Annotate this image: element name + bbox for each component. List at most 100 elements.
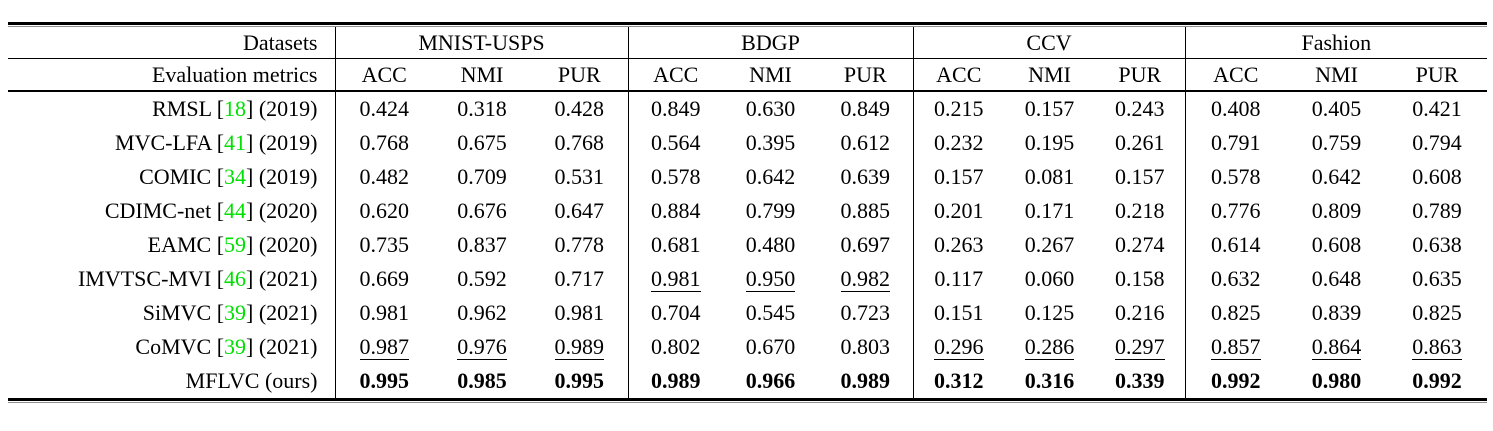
metric-header-nmi: NMI [433, 58, 531, 92]
metric-value: 0.639 [840, 164, 891, 189]
metric-value: 0.982 [840, 265, 890, 293]
value-cell: 0.989 [818, 364, 913, 398]
metric-value: 0.981 [554, 300, 605, 325]
metric-value: 0.339 [1115, 368, 1165, 393]
citation-link[interactable]: 18 [224, 96, 247, 121]
method-suffix: (2021) [258, 300, 318, 325]
method-suffix: (2020) [258, 232, 318, 257]
citation-link[interactable]: 39 [224, 334, 247, 359]
value-cell: 0.151 [912, 296, 1005, 330]
metric-value: 0.408 [1211, 96, 1261, 121]
metric-value: 0.480 [745, 232, 796, 257]
value-cell: 0.408 [1184, 91, 1287, 126]
value-cell: 0.274 [1095, 228, 1185, 262]
value-cell: 0.620 [334, 194, 433, 228]
method-suffix: (2020) [258, 198, 318, 223]
metric-value: 0.638 [1412, 232, 1462, 257]
value-cell: 0.864 [1286, 330, 1387, 364]
value-cell: 0.339 [1095, 364, 1185, 398]
metric-value: 0.863 [1412, 333, 1462, 361]
value-cell: 0.670 [723, 330, 818, 364]
metric-value: 0.791 [1211, 130, 1261, 155]
value-cell: 0.825 [1387, 296, 1487, 330]
value-cell: 0.962 [433, 296, 531, 330]
value-cell: 0.545 [723, 296, 818, 330]
metric-value: 0.992 [1211, 368, 1261, 393]
metric-header-acc: ACC [627, 58, 723, 92]
method-name: IMVTSC-MVI [77, 266, 212, 291]
metric-value: 0.395 [745, 130, 796, 155]
value-cell: 0.482 [334, 160, 433, 194]
metric-value: 0.267 [1024, 232, 1075, 257]
method-cell: IMVTSC-MVI [46] (2021) [77, 266, 318, 291]
method-suffix: (2019) [258, 164, 318, 189]
value-cell: 0.395 [723, 126, 818, 160]
value-cell: 0.966 [723, 364, 818, 398]
value-cell: 0.261 [1095, 126, 1185, 160]
value-cell: 0.950 [723, 262, 818, 296]
value-cell: 0.884 [627, 194, 723, 228]
table-row: CoMVC [39] (2021) 0.987 0.976 0.989 0.802 0.6… [8, 330, 1487, 364]
metric-value: 0.669 [359, 266, 410, 291]
metric-value: 0.987 [359, 333, 409, 361]
metrics-header-row: Evaluation metrics ACC NMI PUR ACC NMI P… [8, 58, 1488, 92]
value-cell: 0.243 [1095, 91, 1185, 126]
citation-link[interactable]: 41 [224, 130, 247, 155]
method-name: COMIC [139, 164, 212, 189]
metric-value: 0.962 [457, 300, 507, 325]
metric-value: 0.778 [554, 232, 605, 257]
metric-value: 0.201 [934, 198, 984, 223]
corner-metrics-label: Evaluation metrics [8, 58, 335, 92]
metric-value: 0.995 [359, 368, 410, 393]
metric-value: 0.981 [651, 265, 701, 293]
value-cell: 0.849 [818, 91, 913, 126]
value-cell: 0.267 [1004, 228, 1095, 262]
table-row: SiMVC [39] (2021) 0.981 0.962 0.981 0.704 0.5… [8, 296, 1487, 330]
value-cell: 0.976 [433, 330, 531, 364]
method-cell: COMIC [34] (2019) [139, 164, 318, 189]
value-cell: 0.195 [1004, 126, 1095, 160]
table-body: RMSL [18] (2019) 0.424 0.318 0.428 0.849 0.63… [8, 91, 1487, 398]
citation-link[interactable]: 34 [224, 164, 247, 189]
method-cell: CoMVC [39] (2021) [135, 334, 318, 359]
metric-value: 0.592 [457, 266, 507, 291]
metric-header-pur: PUR [1387, 58, 1488, 92]
method-cell: CDIMC-net [44] (2020) [104, 198, 318, 223]
citation-link[interactable]: 59 [224, 232, 247, 257]
value-cell: 0.296 [912, 330, 1005, 364]
value-cell: 0.318 [433, 91, 531, 126]
citation-link[interactable]: 44 [224, 198, 247, 223]
value-cell: 0.837 [433, 228, 531, 262]
metric-value: 0.297 [1115, 333, 1165, 361]
metric-value: 0.545 [745, 300, 796, 325]
value-cell: 0.981 [531, 296, 628, 330]
value-cell: 0.768 [334, 126, 433, 160]
citation-link[interactable]: 39 [224, 300, 247, 325]
value-cell: 0.768 [531, 126, 628, 160]
metric-value: 0.989 [840, 368, 891, 393]
value-cell: 0.992 [1387, 364, 1487, 398]
datasets-header-row: Datasets MNIST-USPS BDGP CCV Fashion [8, 27, 1488, 59]
method-suffix: (2021) [258, 334, 318, 359]
value-cell: 0.989 [531, 330, 628, 364]
value-cell: 0.216 [1095, 296, 1185, 330]
citation-link[interactable]: 46 [224, 266, 247, 291]
metric-value: 0.578 [1211, 164, 1261, 189]
value-cell: 0.157 [912, 160, 1005, 194]
metric-value: 0.232 [934, 130, 984, 155]
value-cell: 0.218 [1095, 194, 1185, 228]
value-cell: 0.612 [818, 126, 913, 160]
value-cell: 0.809 [1286, 194, 1387, 228]
metric-value: 0.630 [745, 96, 796, 121]
metric-value: 0.428 [554, 96, 605, 121]
metric-value: 0.215 [934, 96, 984, 121]
value-cell: 0.638 [1387, 228, 1487, 262]
value-cell: 0.794 [1387, 126, 1487, 160]
value-cell: 0.676 [433, 194, 531, 228]
metric-value: 0.885 [840, 198, 891, 223]
method-cell: EAMC [59] (2020) [147, 232, 318, 257]
metric-value: 0.768 [359, 130, 410, 155]
metric-value: 0.709 [457, 164, 507, 189]
metric-value: 0.614 [1211, 232, 1261, 257]
value-cell: 0.297 [1095, 330, 1185, 364]
